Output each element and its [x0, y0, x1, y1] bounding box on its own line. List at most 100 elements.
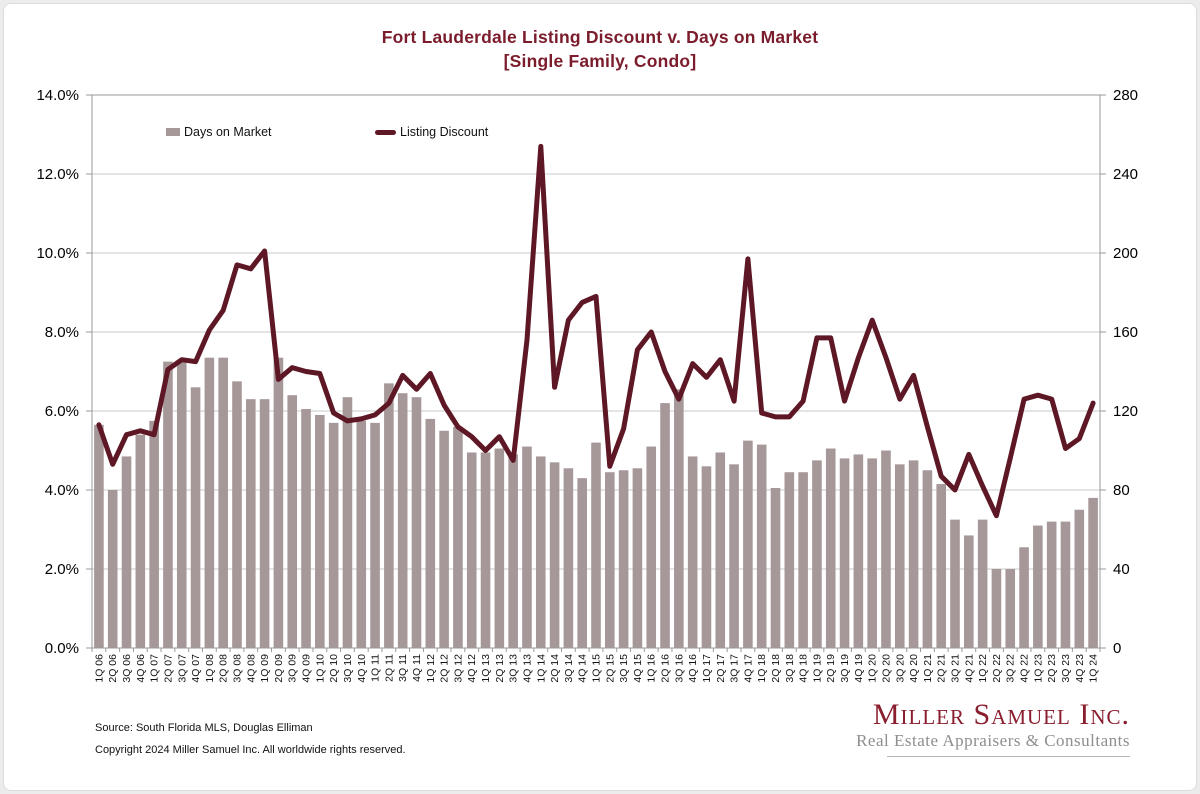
x-axis-tick-label: 1Q 17 — [701, 654, 713, 683]
x-axis-tick-label: 3Q 09 — [287, 654, 299, 683]
bar — [273, 357, 284, 648]
bar — [94, 424, 104, 648]
x-axis-tick-label: 1Q 06 — [93, 654, 105, 683]
bar — [784, 472, 795, 648]
x-axis-tick-label: 4Q 11 — [411, 654, 423, 682]
bar — [494, 448, 505, 648]
x-axis-tick-label: 1Q 23 — [1032, 654, 1044, 683]
bar — [107, 490, 118, 648]
bar — [287, 395, 298, 648]
bar — [1005, 569, 1016, 648]
x-axis-tick-label: 3Q 07 — [176, 654, 188, 683]
bar — [135, 434, 146, 648]
right-axis-tick-label: 160 — [1113, 324, 1138, 341]
listing-discount-swatch — [375, 129, 396, 135]
bar — [867, 458, 877, 648]
x-axis-tick-label: 3Q 06 — [121, 654, 133, 683]
plot-border — [91, 94, 1101, 649]
x-axis-tick-label: 1Q 10 — [314, 654, 326, 683]
x-axis-tick-label: 1Q 13 — [480, 654, 492, 683]
x-axis-tick-label: 4Q 19 — [853, 654, 865, 683]
bar — [908, 460, 919, 648]
right-axis-labels: 280 240 200 160 120 80 40 0 — [1113, 87, 1138, 657]
bar — [370, 422, 380, 648]
bar — [535, 456, 546, 648]
x-axis-tick-label: 1Q 07 — [149, 654, 161, 683]
bar — [218, 357, 228, 648]
bar — [1088, 497, 1098, 648]
x-axis-tick-label: 1Q 20 — [867, 654, 879, 683]
x-axis-tick-label: 2Q 17 — [715, 654, 727, 683]
left-axis-tick-label: 4.0% — [45, 482, 79, 499]
x-axis-tick-label: 3Q 22 — [1005, 654, 1017, 683]
bar — [1019, 547, 1029, 648]
x-axis-tick-label: 4Q 08 — [245, 654, 257, 683]
left-axis-tick-label: 8.0% — [45, 324, 79, 341]
bar — [950, 519, 960, 648]
bar — [245, 399, 256, 648]
bar — [715, 452, 726, 648]
source-note: Source: South Florida MLS, Douglas Ellim… — [95, 722, 313, 734]
x-axis-tick-label: 4Q 23 — [1074, 654, 1086, 683]
x-axis-tick-label: 1Q 22 — [977, 654, 989, 683]
x-axis-tick-label: 3Q 11 — [397, 654, 409, 682]
bar — [825, 448, 836, 648]
x-axis-tick-label: 3Q 12 — [452, 654, 464, 683]
left-axis-tick-label: 12.0% — [36, 166, 79, 183]
bar — [577, 478, 587, 648]
bar — [328, 422, 339, 648]
bar — [356, 420, 367, 648]
bar — [480, 452, 491, 648]
x-axis-tick-label: 4Q 15 — [632, 654, 644, 683]
chart-title: Fort Lauderdale Listing Discount v. Days… — [381, 27, 819, 47]
left-axis-tick-label: 2.0% — [45, 561, 79, 578]
right-axis-tick-label: 240 — [1113, 166, 1138, 183]
x-axis-tick-label: 2Q 20 — [880, 654, 892, 683]
bar — [853, 454, 864, 648]
right-axis-tick-label: 80 — [1113, 482, 1130, 499]
x-axis-tick-label: 1Q 24 — [1088, 654, 1100, 683]
bar — [1046, 521, 1057, 648]
bar — [605, 472, 615, 648]
x-axis-tick-label: 2Q 11 — [383, 654, 395, 682]
x-axis-tick-label: 4Q 09 — [301, 654, 313, 683]
x-axis-tick-label: 3Q 18 — [784, 654, 796, 683]
x-axis-tick-label: 2Q 15 — [604, 654, 616, 683]
bar — [964, 535, 974, 648]
legend-item-days-on-market: Days on Market — [166, 125, 272, 139]
bar — [466, 452, 477, 648]
bar — [1033, 525, 1043, 648]
right-axis-tick-label: 280 — [1113, 87, 1138, 104]
right-axis-tick-label: 200 — [1113, 245, 1138, 262]
x-axis-tick-label: 4Q 14 — [577, 654, 589, 683]
left-axis-tick-label: 14.0% — [36, 87, 79, 104]
x-axis-tick-label: 2Q 09 — [273, 654, 285, 683]
x-axis-tick-label: 3Q 14 — [563, 654, 575, 683]
bar — [701, 466, 712, 648]
x-axis-tick-label: 4Q 13 — [521, 654, 533, 683]
bar — [618, 470, 629, 648]
legend-item-listing-discount: Listing Discount — [375, 125, 488, 139]
bar — [342, 397, 353, 648]
bar — [936, 484, 947, 648]
bar — [508, 454, 518, 648]
x-axis-tick-label: 2Q 10 — [328, 654, 340, 683]
x-axis-tick-label: 1Q 16 — [646, 654, 658, 683]
bar — [743, 440, 753, 648]
bar — [812, 460, 822, 648]
logo-rule — [887, 756, 1130, 757]
legend-label-days-on-market: Days on Market — [184, 125, 272, 139]
chart-card-background — [3, 3, 1197, 791]
right-axis-tick-label: 40 — [1113, 561, 1130, 578]
bar — [646, 446, 657, 648]
bar — [163, 361, 173, 648]
left-axis-tick-label: 0.0% — [45, 640, 79, 657]
bar — [977, 519, 988, 648]
bar — [894, 464, 905, 648]
x-axis-tick-label: 3Q 20 — [894, 654, 906, 683]
copyright-note: Copyright 2024 Miller Samuel Inc. All wo… — [95, 744, 406, 756]
x-axis-tick-label: 4Q 06 — [135, 654, 147, 683]
x-axis-tick-label: 1Q 08 — [204, 654, 216, 683]
x-axis-tick-label: 3Q 19 — [839, 654, 851, 683]
